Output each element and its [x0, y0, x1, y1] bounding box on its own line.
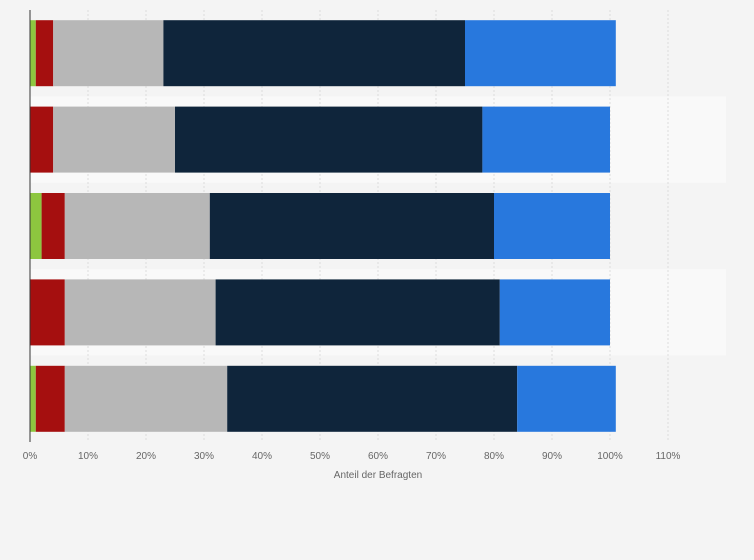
bar-row5-segment1: [30, 365, 36, 432]
x-tick-label-80: 80%: [484, 451, 504, 462]
x-axis-title: Anteil der Befragten: [334, 470, 422, 481]
bar-row4-segment4: [215, 279, 500, 346]
x-tick-label-20: 20%: [136, 451, 156, 462]
bar-row3-segment4: [209, 193, 495, 259]
bar-row1-segment1: [30, 20, 36, 87]
bar-row4-segment5: [499, 279, 610, 346]
bar-row3-segment1: [30, 193, 42, 259]
bar-row2-segment2: [30, 106, 54, 173]
bar-row4-segment2: [30, 279, 65, 346]
bar-row1-segment3: [53, 20, 164, 87]
bars: [30, 20, 616, 432]
x-tick-label-40: 40%: [252, 451, 272, 462]
bar-row2-segment3: [53, 106, 176, 173]
x-tick-labels: 0% 10% 20% 30% 40% 50% 60% 70% 80% 90% 100% 110%: [23, 451, 681, 462]
bar-row1-segment2: [35, 20, 54, 87]
x-tick-label-110: 110%: [656, 451, 681, 462]
bar-row3-segment3: [64, 193, 210, 259]
x-tick-label-60: 60%: [368, 451, 388, 462]
bar-row4-segment3: [64, 279, 216, 346]
x-tick-label-0: 0%: [23, 451, 38, 462]
bar-row1-segment5: [465, 20, 616, 87]
bar-row5-segment3: [64, 365, 228, 432]
bar-row5-segment4: [227, 365, 518, 432]
bar-row1-segment4: [163, 20, 465, 87]
bar-row2-segment5: [482, 106, 610, 173]
x-tick-label-30: 30%: [194, 451, 214, 462]
x-tick-label-10: 10%: [78, 451, 98, 462]
bar-row5-segment2: [35, 365, 65, 432]
bar-row2-segment4: [175, 106, 483, 173]
bar-row3-segment2: [41, 193, 65, 259]
bar-row5-segment5: [517, 365, 616, 432]
x-tick-label-90: 90%: [542, 451, 562, 462]
x-tick-label-70: 70%: [426, 451, 446, 462]
x-tick-label-50: 50%: [310, 451, 330, 462]
x-tick-label-100: 100%: [597, 451, 623, 462]
bar-row3-segment5: [494, 193, 610, 259]
